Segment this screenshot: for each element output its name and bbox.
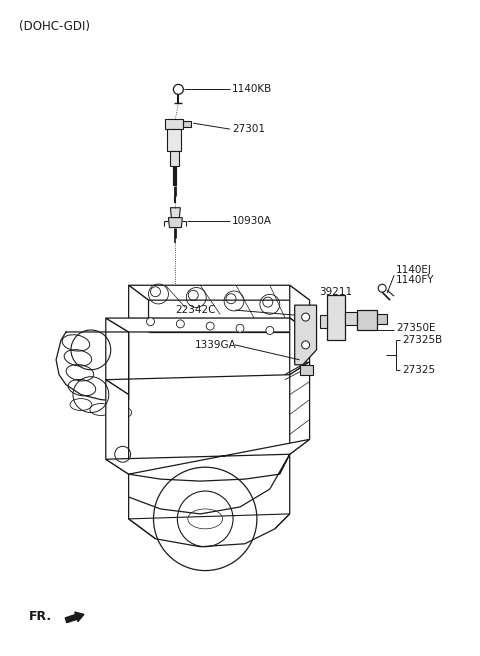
Polygon shape [170,208,180,218]
Polygon shape [170,151,180,166]
Circle shape [146,318,155,325]
Circle shape [176,320,184,328]
Polygon shape [290,318,310,375]
Polygon shape [320,315,327,328]
Text: 27301: 27301 [232,124,265,134]
Circle shape [301,313,310,321]
Polygon shape [290,362,310,454]
Polygon shape [129,285,148,332]
Circle shape [266,327,274,335]
Circle shape [236,324,244,333]
Text: 1140EJ: 1140EJ [396,265,432,276]
Polygon shape [357,310,377,330]
Text: 1140KB: 1140KB [232,85,272,94]
Text: 27325B: 27325B [402,335,442,345]
Text: 1339GA: 1339GA [195,340,237,350]
Polygon shape [129,285,310,300]
FancyArrow shape [65,612,84,623]
Polygon shape [327,295,346,340]
Polygon shape [290,285,310,332]
Polygon shape [183,121,192,127]
Polygon shape [377,314,387,324]
Text: 27350E: 27350E [396,323,435,333]
Text: 1140FY: 1140FY [396,276,434,285]
Polygon shape [168,218,182,228]
Polygon shape [168,129,181,151]
Polygon shape [346,312,357,325]
Text: 10930A: 10930A [232,216,272,226]
Text: 22342C: 22342C [175,305,216,315]
Circle shape [206,322,214,330]
Polygon shape [295,305,316,365]
Polygon shape [106,380,129,474]
Circle shape [301,341,310,349]
Polygon shape [106,440,310,474]
Polygon shape [106,318,310,332]
Text: (DOHC-GDI): (DOHC-GDI) [19,20,90,33]
Text: FR.: FR. [29,610,52,623]
Polygon shape [166,119,183,129]
Polygon shape [300,365,312,375]
Polygon shape [106,318,129,395]
Text: 39211: 39211 [320,287,353,297]
Text: 27325: 27325 [402,365,435,375]
